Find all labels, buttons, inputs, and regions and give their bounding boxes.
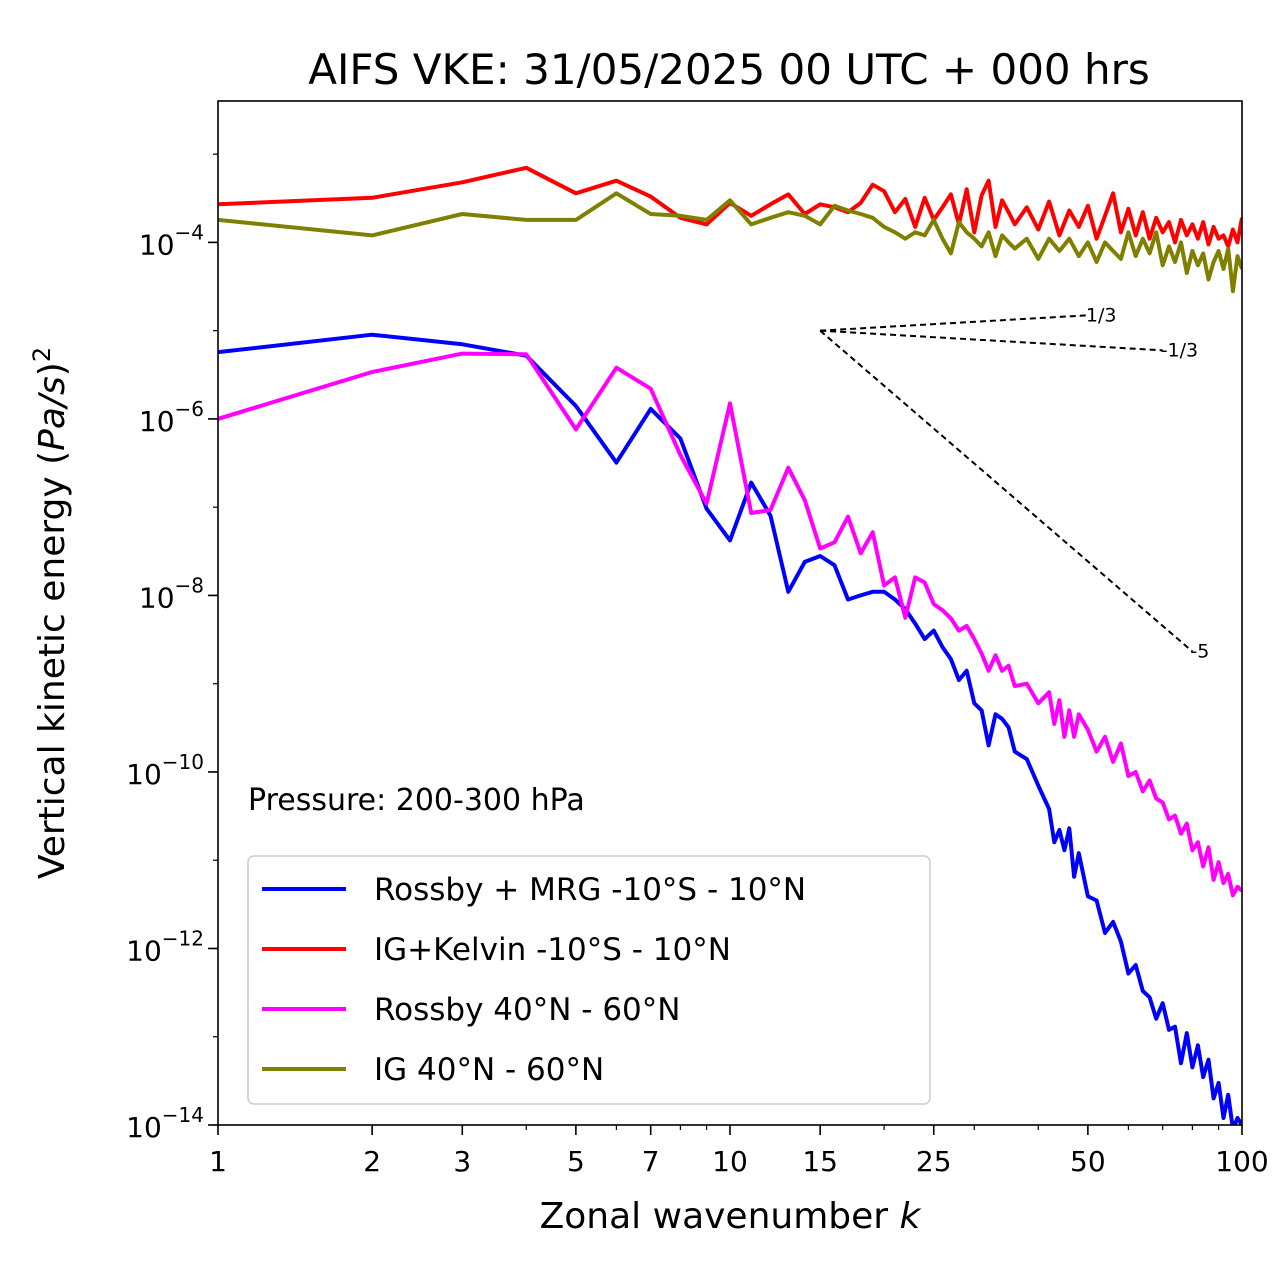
x-tick-label: 2 — [363, 1145, 381, 1178]
x-tick-label: 10 — [712, 1145, 748, 1178]
slope-line-1 — [820, 314, 1088, 332]
y-tick-label: 10−6 — [139, 397, 204, 438]
x-tick-label: 50 — [1070, 1145, 1106, 1178]
legend: Rossby + MRG -10°S - 10°N IG+Kelvin -10°S… — [247, 855, 931, 1105]
x-tick-label: 15 — [802, 1145, 838, 1178]
legend-label-3: Rossby 40°N - 60°N — [374, 992, 680, 1028]
slope-line-3 — [819, 329, 1194, 653]
legend-label-2: IG+Kelvin -10°S - 10°N — [374, 932, 731, 968]
x-tick-label: 7 — [642, 1145, 660, 1178]
x-tick-label: 25 — [916, 1145, 952, 1178]
legend-box — [247, 855, 931, 1105]
x-tick-label: 3 — [453, 1145, 471, 1178]
reference-slopes: 1/3 -1/3 -5 — [819, 304, 1209, 662]
series-line-3 — [218, 351, 1242, 898]
x-tick-label: 5 — [567, 1145, 585, 1178]
y-axis-label: Vertical kinetic energy (Pa/s)2 — [28, 347, 73, 879]
x-axis: 1 2 3 5 7 10 15 25 50 100 — [209, 1125, 1269, 1178]
legend-label-1: Rossby + MRG -10°S - 10°N — [374, 872, 806, 908]
series-layer — [218, 165, 1242, 1125]
x-tick-label: 1 — [209, 1145, 227, 1178]
slope-label-3: -5 — [1190, 640, 1209, 662]
y-tick-label: 10−8 — [139, 573, 204, 614]
y-tick-label: 10−10 — [126, 750, 204, 791]
y-tick-label: 10−4 — [139, 220, 204, 261]
legend-label-4: IG 40°N - 60°N — [374, 1052, 604, 1088]
series-line-1 — [218, 332, 1242, 1125]
y-tick-label: 10−12 — [126, 926, 204, 967]
chart-title: AIFS VKE: 31/05/2025 00 UTC + 000 hrs — [308, 45, 1150, 94]
pressure-annotation: Pressure: 200-300 hPa — [248, 783, 585, 818]
y-tick-label: 10−14 — [126, 1103, 204, 1144]
series-line-2 — [218, 165, 1242, 249]
series-line-4 — [218, 191, 1242, 294]
slope-line-2 — [820, 329, 1163, 352]
x-tick-label: 100 — [1215, 1145, 1268, 1178]
y-axis: 10−4 10−6 10−8 10−10 10−12 10−14 — [126, 153, 218, 1144]
slope-label-1: 1/3 — [1086, 304, 1117, 326]
slope-label-2: -1/3 — [1161, 339, 1198, 361]
x-axis-label: Zonal wavenumber k — [540, 1196, 923, 1237]
